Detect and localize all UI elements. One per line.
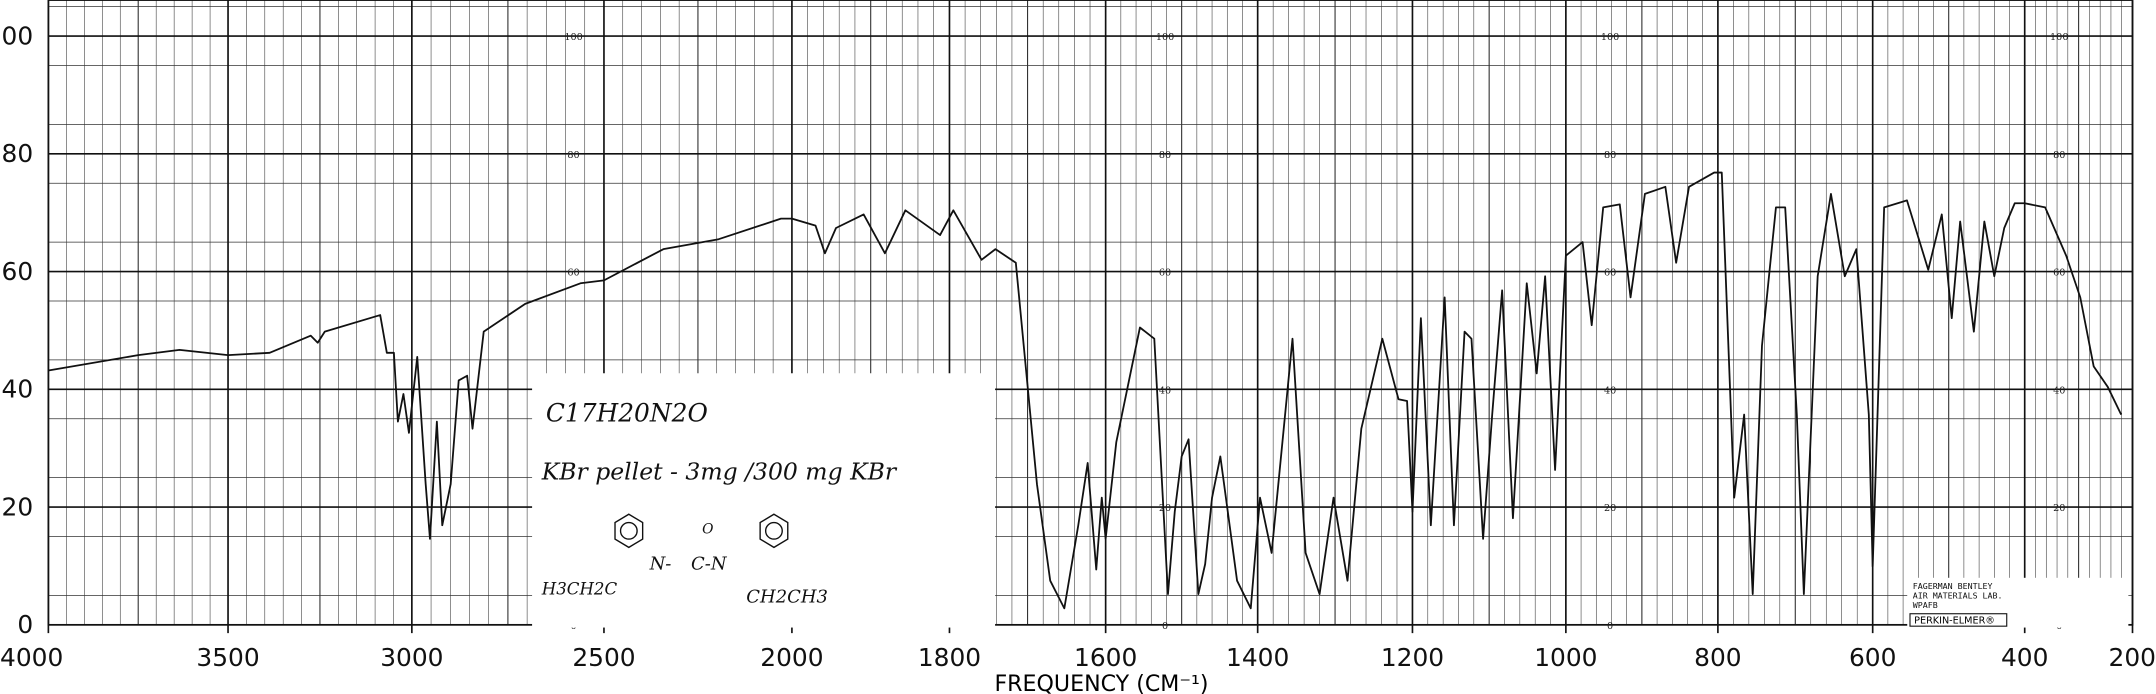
phenyl-ring [759,513,789,549]
lab-line: WPAFB [1913,600,1938,610]
panel-scale-label: 60 [2053,268,2065,279]
structure-label: C-N [691,554,728,575]
structure-label: O [702,522,714,538]
panel-scale-label: 40 [1604,385,1616,396]
panel-scale-label: 100 [564,32,582,43]
x-tick-label: 600 [1849,643,1896,672]
x-tick-label: 1200 [1381,643,1444,672]
x-tick-label: 1400 [1226,643,1289,672]
x-tick-label: 400 [2001,643,2048,672]
panel-scale-label: 60 [1604,268,1616,279]
panel-scale-label: 100 [1156,32,1174,43]
x-tick-label: 1800 [918,643,981,672]
x-tick-label: 2000 [760,643,823,672]
spectrum-line [48,171,2122,610]
structure-label: N- [649,554,672,575]
panel-scale-label: 20 [1159,503,1171,514]
x-tick-label: 1600 [1074,643,1137,672]
ring-circle [764,521,783,540]
panel-scale-label: 40 [1159,385,1171,396]
panel-scale-label: 0 [1607,621,1613,632]
x-tick-label: 3500 [196,643,259,672]
panel-scale-label: 80 [2053,150,2065,161]
y-tick-label: 80 [2,139,34,168]
y-tick-label: 20 [2,492,34,521]
panel-scale-label: 60 [1159,268,1171,279]
y-tick-label: 100 [0,21,33,50]
panel-scale-label: 60 [567,268,579,279]
y-tick-label: 40 [2,375,34,404]
panel-scale-label: 20 [1604,503,1616,514]
panel-scale-label: 40 [2053,385,2065,396]
x-tick-label: 200 [2109,643,2156,672]
panel-scale-label: 0 [1162,621,1168,632]
panel-scale-label: 20 [2053,503,2065,514]
annotation-box [532,373,996,628]
lab-box [1907,577,2129,628]
structure-label: CH2CH3 [746,587,828,608]
instrument: PERKIN-ELMER® [1914,615,1995,626]
formula: C17H20N2O [546,399,708,428]
x-axis-label: FREQUENCY (CM⁻¹) [994,671,1208,694]
x-tick-label: 1000 [1534,643,1597,672]
grid [47,0,2134,634]
panel-scale-label: 100 [2050,32,2068,43]
structure-label: H3CH2C [541,579,618,598]
x-tick-label: 800 [1694,643,1741,672]
instrument-box [1909,613,2008,627]
x-tick-label: 4000 [0,643,63,672]
panel-scale-label: 80 [1604,150,1616,161]
structure [614,513,789,549]
ring-circle [619,521,638,540]
lab-line: AIR MATERIALS LAB. [1913,591,2003,601]
plot-frame [47,0,2134,626]
phenyl-ring [614,513,644,549]
y-tick-label: 0 [17,610,33,639]
panel-scale-label: 80 [567,150,579,161]
x-tick-label: 2500 [572,643,635,672]
panel-scale-label: 100 [1601,32,1619,43]
x-tick-label: 3000 [380,643,443,672]
panel-scale-label: 80 [1159,150,1171,161]
lab-line: FAGERMAN BENTLEY [1913,581,1993,591]
sample-note: KBr pellet - 3mg /300 mg KBr [541,458,898,486]
y-tick-label: 60 [2,257,34,286]
